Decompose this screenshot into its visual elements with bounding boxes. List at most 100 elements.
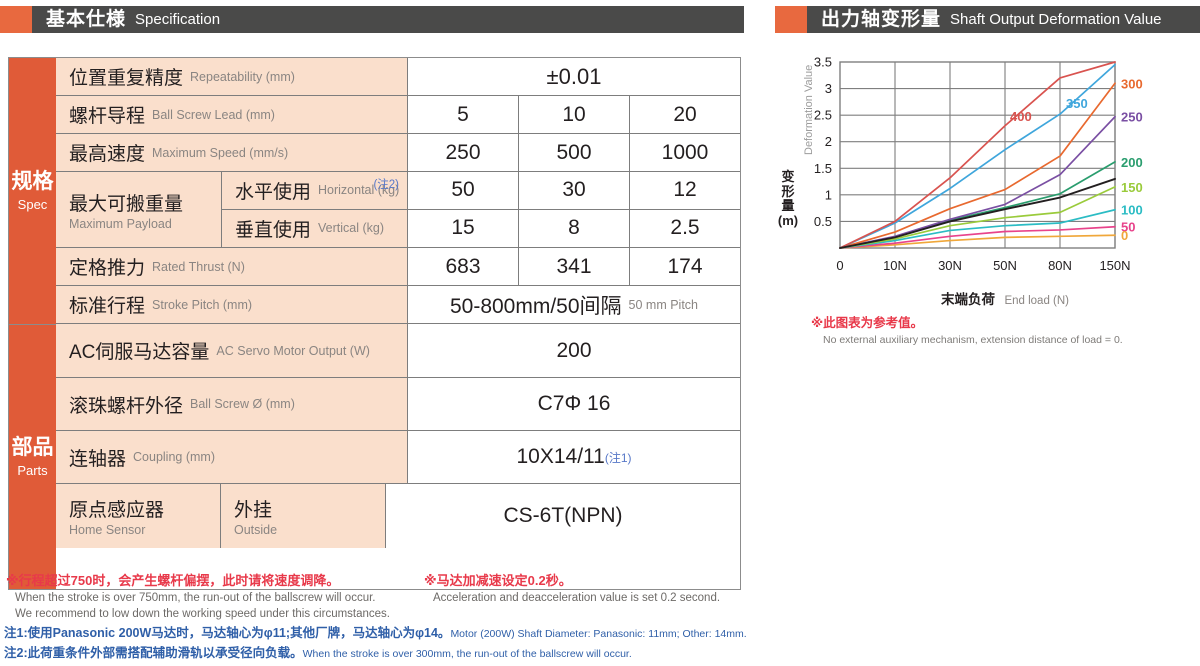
svg-text:300: 300 bbox=[1121, 76, 1143, 91]
value-cell: 5 bbox=[408, 96, 519, 133]
svg-text:200: 200 bbox=[1121, 155, 1143, 170]
spec-header-title-en: Specification bbox=[135, 11, 221, 28]
svg-text:50: 50 bbox=[1121, 220, 1135, 235]
coupling-value: 10X14/11 bbox=[516, 445, 605, 468]
label-cn: 最高速度 bbox=[69, 144, 146, 165]
chart-header-bar: 出力轴变形量 Shaft Output Deformation Value bbox=[807, 6, 1200, 33]
label-cn: 连轴器 bbox=[69, 448, 127, 470]
svg-text:0.5: 0.5 bbox=[814, 214, 832, 229]
stroke-pitch-main: 50-800mm/50间隔 bbox=[449, 294, 622, 318]
category-parts: 部品 Parts bbox=[9, 325, 56, 589]
row-label-repeatability: 位置重复精度 Repeatability (mm) bbox=[56, 58, 408, 95]
table-row: 连轴器 Coupling (mm) 10X14/11 (注1) bbox=[56, 431, 740, 484]
label-cn: 外挂 bbox=[234, 500, 273, 521]
chart-header-title-en: Shaft Output Deformation Value bbox=[950, 11, 1162, 28]
value-cell: 10 bbox=[519, 96, 630, 133]
value-cell: 30 bbox=[519, 172, 630, 209]
value-cell: 8 bbox=[519, 209, 630, 247]
value-cell: 50-800mm/50间隔 50 mm Pitch bbox=[408, 286, 740, 323]
row-label-stroke-pitch: 标准行程 Stroke Pitch (mm) bbox=[56, 286, 408, 323]
label-cn: 最大可搬重量 bbox=[69, 193, 184, 215]
row-label-outside: 外挂 Outside bbox=[221, 484, 386, 548]
row-label-vertical: 垂直使用 Vertical (kg) bbox=[222, 209, 408, 247]
row-label-ball-screw-lead: 螺杆导程 Ball Screw Lead (mm) bbox=[56, 96, 408, 133]
value-cell: 15 bbox=[408, 209, 519, 247]
row-label-maximum-payload: 最大可搬重量 Maximum Payload bbox=[56, 172, 222, 247]
table-rows: 位置重复精度 Repeatability (mm) ±0.01 螺杆导程 Bal… bbox=[56, 58, 740, 589]
footnote-left-cn: ※行程超过750时，会产生螺杆偏摆，此时请将速度调降。 bbox=[6, 573, 340, 588]
value-cell: ±0.01 bbox=[408, 58, 740, 95]
svg-text:2: 2 bbox=[825, 134, 832, 149]
x-axis-label-cn: 末端负荷 bbox=[940, 292, 995, 307]
row-label-ac-servo-motor-output: AC伺服马达容量 AC Servo Motor Output (W) bbox=[56, 324, 408, 377]
label-en: Ball Screw Ø (mm) bbox=[190, 397, 295, 411]
row-values: 50 30 12 bbox=[408, 172, 740, 209]
table-row: 原点感应器 Home Sensor 外挂 Outside CS-6T(NPN) bbox=[56, 484, 740, 548]
y-axis-label-cn: 变 形 量 (m) bbox=[777, 169, 799, 228]
note-1: 注1:使用Panasonic 200W马达时，马达轴心为φ11;其他厂牌，马达轴… bbox=[4, 624, 747, 643]
svg-text:250: 250 bbox=[1121, 110, 1143, 125]
y-axis-char-0: 变 bbox=[781, 169, 795, 184]
label-en: Repeatability (mm) bbox=[190, 69, 295, 84]
note-2-cn: 注2:此荷重条件外部需搭配辅助滑轨以承受径向负载。 bbox=[4, 646, 303, 660]
label-cn: 滚珠螺杆外径 bbox=[69, 395, 184, 417]
label-en: Horizontal (kg) bbox=[318, 183, 400, 198]
category-spec-cn: 规格 bbox=[11, 170, 54, 194]
svg-text:3: 3 bbox=[825, 81, 832, 96]
value-cell: 20 bbox=[630, 96, 740, 133]
label-cn: 垂直使用 bbox=[235, 219, 312, 241]
svg-text:10N: 10N bbox=[883, 258, 907, 273]
svg-text:30N: 30N bbox=[938, 258, 962, 273]
note-2: 注2:此荷重条件外部需搭配辅助滑轨以承受径向负载。When the stroke… bbox=[4, 644, 632, 663]
stroke-pitch-sub: 50 mm Pitch bbox=[628, 297, 699, 312]
label-cn: 螺杆导程 bbox=[69, 106, 146, 127]
chart-section-header: 出力轴变形量 Shaft Output Deformation Value bbox=[775, 6, 1200, 33]
row-values: 15 8 2.5 bbox=[408, 209, 740, 247]
spec-header-bar: 基本仕様 Specification bbox=[32, 6, 744, 33]
svg-text:400: 400 bbox=[1010, 109, 1032, 124]
spec-section-header: 基本仕様 Specification bbox=[0, 6, 744, 33]
footnote-stroke-warning: ※行程超过750时，会产生螺杆偏摆，此时请将速度调降。 When the str… bbox=[6, 572, 426, 623]
label-cn: 标准行程 bbox=[69, 296, 146, 317]
table-row: AC伺服马达容量 AC Servo Motor Output (W) 200 bbox=[56, 324, 740, 378]
specification-table: 规格 Spec 部品 Parts 位置重复精度 Repeatability (m… bbox=[8, 57, 741, 590]
value-cell: 12 bbox=[630, 172, 740, 209]
value-cell: 2.5 bbox=[630, 209, 740, 247]
table-subrow: 垂直使用 Vertical (kg) 15 8 2.5 bbox=[222, 209, 740, 247]
row-values: 10X14/11 (注1) bbox=[408, 431, 740, 483]
chart-plot-area: 0.5 1 1.5 2 2.5 3 3.5 0 10N 30N 50N 80N 150N 300 250 20… bbox=[814, 55, 1143, 274]
value-cell: 341 bbox=[519, 248, 630, 285]
value-cell: 1000 bbox=[630, 134, 740, 171]
value-cell: CS-6T(NPN) bbox=[386, 484, 740, 548]
svg-text:150: 150 bbox=[1121, 180, 1143, 195]
svg-text:3.5: 3.5 bbox=[814, 55, 832, 70]
x-axis-label-en: End load (N) bbox=[1004, 295, 1069, 307]
label-cn: 原点感应器 bbox=[69, 500, 165, 521]
category-parts-en: Parts bbox=[17, 462, 48, 478]
label-en: Home Sensor bbox=[69, 523, 146, 537]
label-cn: 水平使用 bbox=[235, 181, 312, 203]
footnote-left-en-1: When the stroke is over 750mm, the run-o… bbox=[15, 591, 376, 604]
y-axis-char-2: 量 bbox=[781, 198, 795, 214]
label-cn: 定格推力 bbox=[69, 258, 146, 279]
value-cell: 174 bbox=[630, 248, 740, 285]
note-2-en: When the stroke is over 300mm, the run-o… bbox=[302, 648, 632, 660]
label-cn: 位置重复精度 bbox=[69, 68, 184, 89]
value-cell: 200 bbox=[408, 324, 740, 377]
row-label-ball-screw-diameter: 滚珠螺杆外径 Ball Screw Ø (mm) bbox=[56, 378, 408, 430]
category-spec-en: Spec bbox=[17, 196, 48, 212]
svg-text:150N: 150N bbox=[1099, 258, 1130, 273]
svg-text:0: 0 bbox=[1121, 228, 1128, 243]
row-label-horizontal: 水平使用 Horizontal (kg) (注2) bbox=[222, 172, 408, 209]
value-cell: 683 bbox=[408, 248, 519, 285]
label-en: AC Servo Motor Output (W) bbox=[216, 343, 370, 358]
table-row: 位置重复精度 Repeatability (mm) ±0.01 bbox=[56, 58, 740, 96]
orange-marker-icon bbox=[0, 6, 32, 33]
chart-reference-note: ※此图表为参考值。 No external auxiliary mechanis… bbox=[811, 315, 1191, 347]
svg-text:2.5: 2.5 bbox=[814, 108, 832, 123]
label-en: Coupling (mm) bbox=[133, 450, 215, 464]
label-en: Vertical (kg) bbox=[318, 221, 385, 236]
label-en: Rated Thrust (N) bbox=[152, 259, 245, 274]
footnote-acceleration: ※马达加减速设定0.2秒。 Acceleration and deacceler… bbox=[424, 572, 804, 606]
